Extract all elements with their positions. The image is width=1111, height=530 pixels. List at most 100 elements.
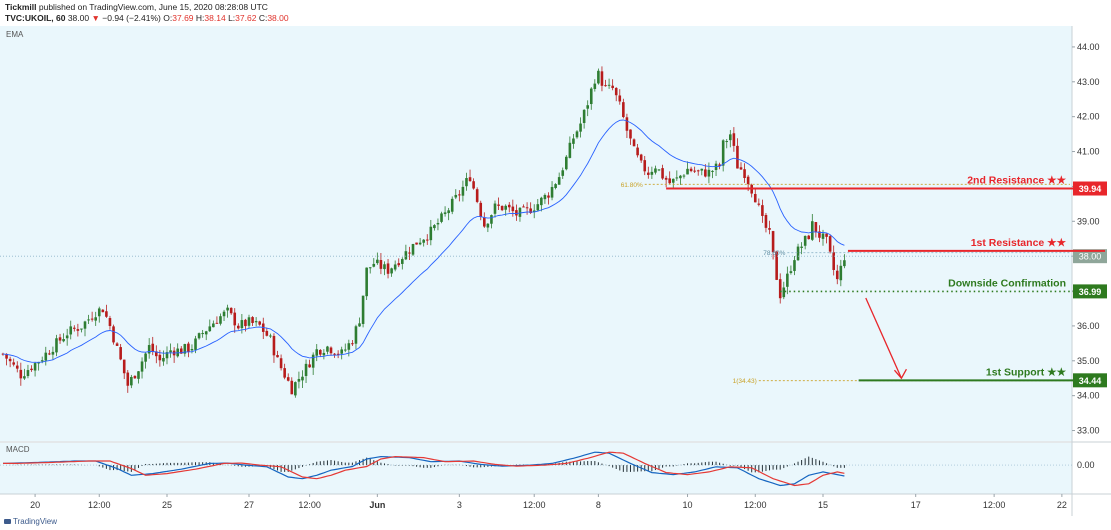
- candle-body: [201, 333, 204, 335]
- candle-body: [5, 353, 8, 359]
- level-label: Downside Confirmation: [948, 277, 1066, 289]
- candle-body: [589, 88, 593, 105]
- candle-body: [83, 321, 87, 329]
- x-tick-label: 25: [162, 500, 172, 510]
- candle-body: [411, 243, 415, 255]
- candle-body: [600, 71, 604, 86]
- candle-body: [258, 321, 261, 325]
- macd-y-tick-label: 0.00: [1077, 460, 1095, 470]
- last-price: 38.00: [67, 13, 90, 23]
- candle-body: [301, 376, 304, 381]
- chart-area[interactable]: 33.0034.0035.0036.0037.0038.0039.0040.00…: [0, 26, 1111, 521]
- candle-body: [115, 343, 119, 346]
- publisher-name[interactable]: Tickmill: [5, 2, 37, 12]
- candle-body: [329, 347, 333, 354]
- candle-body: [647, 172, 650, 175]
- candle-body: [244, 319, 247, 327]
- candle-body: [814, 222, 818, 233]
- x-tick-label: 12:00: [523, 500, 546, 510]
- tradingview-logo-text[interactable]: TradingView: [13, 517, 58, 526]
- candle-body: [639, 154, 643, 161]
- candle-body: [322, 352, 326, 356]
- x-tick-label: 27: [244, 500, 254, 510]
- candle-body: [308, 364, 311, 368]
- candle-body: [746, 176, 750, 185]
- candle-body: [237, 325, 240, 329]
- x-tick-label: 20: [30, 500, 40, 510]
- candle-body: [443, 212, 447, 215]
- candle-body: [557, 177, 561, 185]
- candle-body: [297, 378, 301, 382]
- candle-body: [155, 351, 158, 357]
- macd-panel-label: MACD: [6, 445, 30, 454]
- candle-body: [15, 365, 19, 369]
- candle-body: [825, 233, 828, 237]
- projection-arrowhead-icon: [893, 368, 908, 380]
- candle-body: [458, 194, 461, 196]
- candle-body: [828, 236, 832, 252]
- candle-body: [183, 344, 187, 354]
- candle-body: [554, 184, 557, 189]
- candle-body: [40, 360, 44, 362]
- candle-body: [761, 205, 764, 216]
- candle-body: [108, 318, 112, 326]
- candle-body: [137, 371, 140, 379]
- macd-signal-line: [3, 451, 845, 487]
- candle-body: [611, 85, 614, 89]
- candle-body: [8, 358, 12, 362]
- candle-body: [194, 338, 197, 350]
- candle-body: [51, 351, 55, 355]
- candle-body: [112, 326, 115, 343]
- x-tick-label: 12:00: [298, 500, 321, 510]
- candle-body: [80, 328, 83, 330]
- candle-body: [618, 95, 622, 102]
- level-price-tag: [1073, 284, 1107, 299]
- high-value: 38.14: [204, 13, 226, 23]
- candle-body: [568, 142, 572, 158]
- candle-body: [197, 333, 201, 339]
- candle-body: [440, 213, 443, 222]
- price-chart[interactable]: 33.0034.0035.0036.0037.0038.0039.0040.00…: [0, 26, 1111, 516]
- candle-body: [536, 204, 540, 211]
- high-label: H:: [195, 13, 205, 23]
- candle-body: [636, 147, 639, 156]
- candle-body: [65, 335, 69, 339]
- candle-body: [696, 170, 700, 172]
- change-value: −0.94 (−2.41%): [102, 13, 161, 23]
- candle-body: [775, 251, 778, 280]
- candle-body: [525, 207, 529, 209]
- x-tick-label: 17: [911, 500, 921, 510]
- candle-body: [101, 309, 105, 313]
- candle-body: [500, 205, 504, 211]
- y-tick-label: 42.00: [1077, 112, 1100, 122]
- candle-body: [693, 170, 696, 172]
- candle-body: [604, 85, 607, 87]
- footer: TradingView: [4, 517, 57, 526]
- chart-header: Tickmill published on TradingView.com, J…: [0, 0, 1111, 26]
- candle-body: [643, 160, 647, 172]
- candle-body: [219, 316, 222, 324]
- candle-body: [483, 217, 486, 227]
- symbol-name: TVC:UKOIL, 60: [5, 13, 66, 23]
- candle-body: [468, 177, 472, 182]
- candle-body: [429, 226, 433, 241]
- candle-body: [472, 181, 475, 189]
- candle-body: [532, 210, 536, 213]
- candle-body: [718, 164, 721, 166]
- candle-body: [743, 169, 746, 178]
- open-label: O:: [163, 13, 173, 23]
- candle-body: [436, 222, 440, 225]
- candle-body: [179, 348, 183, 354]
- candle-body: [144, 353, 147, 362]
- candle-body: [376, 259, 379, 264]
- candle-body: [582, 109, 586, 123]
- candle-body: [789, 271, 793, 273]
- candle-body: [732, 133, 736, 146]
- candle-body: [597, 70, 600, 84]
- x-tick-label: 8: [596, 500, 601, 510]
- candle-body: [807, 235, 811, 240]
- candle-body: [122, 359, 126, 374]
- candle-body: [340, 349, 343, 354]
- candle-body: [368, 267, 372, 269]
- candle-body: [133, 375, 137, 379]
